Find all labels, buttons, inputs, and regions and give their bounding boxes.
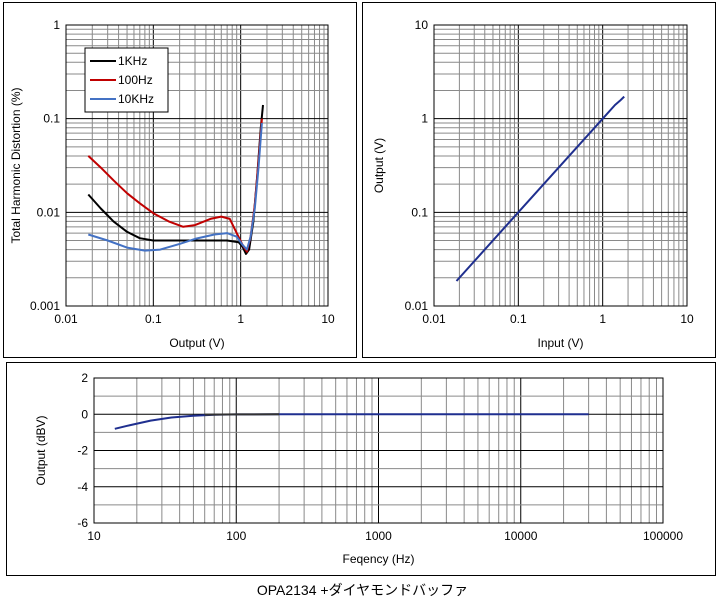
y-tick-label: 0.001 — [30, 299, 60, 313]
x-tick-label: 10 — [680, 312, 694, 326]
freq-chart-panel: 10 100 1000 10000 100000 2 0 -2 -4 -6 Feqency (Hz)… — [6, 362, 716, 576]
x-tick-label: 1 — [237, 312, 244, 326]
plot-area-border — [93, 377, 664, 524]
series-line-100hz — [87, 118, 263, 253]
y-tick-label: 1 — [421, 112, 428, 126]
y-tick-label: 10 — [415, 18, 429, 32]
thd-chart-panel: 0.01 0.1 1 10 0.001 0.01 0.1 1 Output (V) Total H… — [3, 2, 357, 358]
y-tick-label: -2 — [77, 444, 88, 458]
y-tick-label: 0 — [81, 407, 88, 421]
freq-chart: 10 100 1000 10000 100000 2 0 -2 -4 -6 Feqency (Hz)… — [34, 371, 683, 566]
y-tick-label: 0.1 — [411, 205, 428, 219]
io-chart-panel: 0.01 0.1 1 10 0.01 0.1 1 10 Input (V) Output (V) — [362, 2, 716, 358]
x-tick-label: 0.1 — [145, 312, 162, 326]
x-axis-label: Input (V) — [537, 336, 583, 350]
series-line-10khz — [88, 122, 263, 252]
y-axis-label: Output (dBV) — [34, 415, 48, 485]
y-tick-label: -4 — [77, 480, 88, 494]
plot-area-border — [65, 24, 329, 307]
x-tick-label: 0.1 — [510, 312, 527, 326]
series-line-0 — [114, 413, 589, 430]
y-axis-label: Output (V) — [372, 138, 386, 193]
y-axis-label: Total Harmonic Distortion (%) — [9, 87, 23, 243]
x-tick-label: 100 — [226, 529, 246, 543]
x-tick-label: 10 — [321, 312, 335, 326]
x-axis-label: Output (V) — [169, 336, 224, 350]
legend-label: 100Hz — [118, 73, 153, 87]
x-tick-label: 10 — [87, 529, 101, 543]
x-tick-label: 0.01 — [422, 312, 446, 326]
y-tick-label: 0.1 — [43, 112, 60, 126]
legend-label: 10KHz — [118, 92, 154, 106]
y-tick-label: 0.01 — [405, 299, 429, 313]
figure-caption: OPA2134 +ダイヤモンドバッファ — [256, 582, 469, 598]
series-line-0 — [455, 95, 625, 282]
x-tick-label: 0.01 — [54, 312, 78, 326]
io-chart: 0.01 0.1 1 10 0.01 0.1 1 10 Input (V) Output (V) — [372, 18, 694, 350]
plot-area-border — [433, 24, 688, 307]
legend-label: 1KHz — [118, 54, 147, 68]
y-tick-label: 1 — [53, 18, 60, 32]
y-tick-label: 2 — [81, 371, 88, 385]
x-tick-label: 10000 — [504, 529, 538, 543]
x-tick-label: 1000 — [365, 529, 392, 543]
x-tick-label: 1 — [599, 312, 606, 326]
y-tick-label: 0.01 — [37, 205, 61, 219]
x-tick-label: 100000 — [643, 529, 683, 543]
x-axis-label: Feqency (Hz) — [342, 552, 414, 566]
y-tick-label: -6 — [77, 516, 88, 530]
